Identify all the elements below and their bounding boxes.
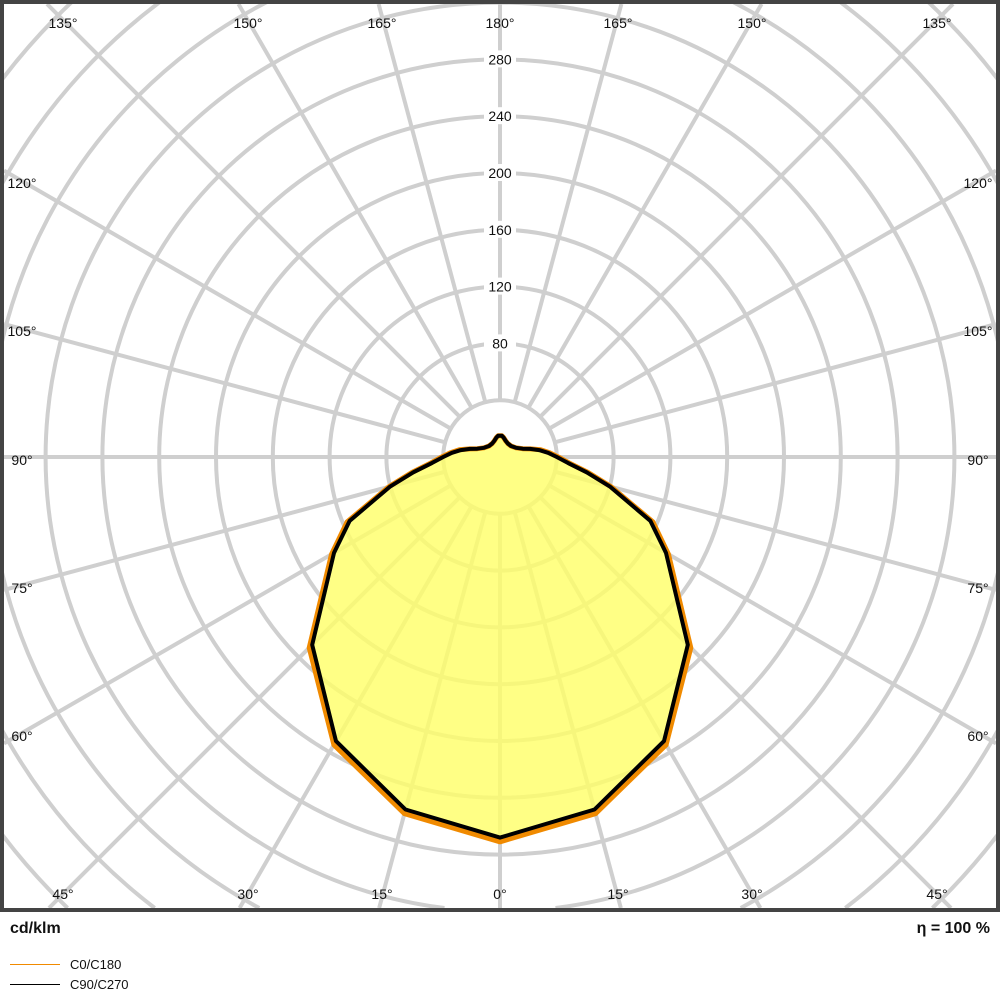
legend-swatch-c90 bbox=[10, 984, 60, 985]
angle-label-bottom: 45° bbox=[926, 886, 947, 902]
radial-tick-bg bbox=[484, 334, 516, 352]
angle-labels: 135° 150° 165° 180° 165° 150° 135° 45° 30° 15° 0° 1… bbox=[8, 15, 993, 902]
unit-label: cd/klm bbox=[10, 920, 61, 937]
efficiency-label: η = 100 % bbox=[916, 920, 990, 937]
angle-label-left: 60° bbox=[11, 728, 32, 744]
angle-label-bottom: 15° bbox=[607, 886, 628, 902]
angle-label-bottom: 0° bbox=[493, 886, 506, 902]
angle-label-left: 75° bbox=[11, 580, 32, 596]
grid-spoke bbox=[526, 4, 764, 409]
angle-label-left: 105° bbox=[8, 323, 37, 339]
grid-spoke bbox=[548, 168, 996, 431]
intensity-curves bbox=[306, 433, 694, 845]
angle-label-right: 90° bbox=[967, 452, 988, 468]
angle-label-top: 150° bbox=[234, 15, 263, 31]
radial-tick-bg bbox=[484, 220, 516, 238]
radial-tick-bg bbox=[484, 50, 516, 68]
grid-spoke bbox=[236, 4, 474, 409]
legend-item-c90: C90/C270 bbox=[10, 977, 129, 992]
radial-tick-bg bbox=[484, 277, 516, 295]
grid-spoke bbox=[4, 322, 446, 445]
angle-label-right: 75° bbox=[967, 580, 988, 596]
radial-tick-label: 200 bbox=[488, 165, 512, 181]
angle-label-top: 165° bbox=[604, 15, 633, 31]
angle-label-left: 120° bbox=[8, 175, 37, 191]
grid-spoke bbox=[4, 168, 452, 431]
radial-tick-bg bbox=[484, 107, 516, 125]
angle-label-top: 150° bbox=[738, 15, 767, 31]
angle-label-right: 120° bbox=[964, 175, 993, 191]
grid-spoke bbox=[512, 4, 624, 403]
angle-label-top: 135° bbox=[923, 15, 952, 31]
legend-swatch-c0 bbox=[10, 964, 60, 965]
radial-tick-labels: 80 120 160 200 240 280 bbox=[484, 50, 516, 352]
radial-tick-label: 160 bbox=[488, 222, 512, 238]
radial-tick-bg bbox=[484, 164, 516, 181]
angle-label-right: 105° bbox=[964, 323, 993, 339]
series-c0-c180 bbox=[306, 433, 694, 845]
legend-item-c0: C0/C180 bbox=[10, 957, 121, 972]
grid-spoke bbox=[376, 4, 488, 403]
angle-label-bottom: 45° bbox=[52, 886, 73, 902]
grid-spoke bbox=[554, 469, 996, 592]
angle-label-top: 165° bbox=[368, 15, 397, 31]
angle-label-top: 180° bbox=[486, 15, 515, 31]
grid-spoke bbox=[538, 4, 955, 419]
grid-spoke bbox=[4, 469, 446, 592]
plot-frame bbox=[0, 0, 1000, 912]
angle-label-bottom: 15° bbox=[371, 886, 392, 902]
radial-tick-label: 120 bbox=[488, 279, 512, 295]
grid-spoke bbox=[45, 4, 462, 419]
angle-label-left: 90° bbox=[11, 452, 32, 468]
angle-label-top: 135° bbox=[49, 15, 78, 31]
legend-label-c90: C90/C270 bbox=[70, 977, 129, 992]
legend-label-c0: C0/C180 bbox=[70, 957, 122, 972]
angle-label-bottom: 30° bbox=[237, 886, 258, 902]
grid-spoke bbox=[554, 322, 996, 445]
radial-tick-label: 240 bbox=[488, 108, 512, 124]
radial-tick-label: 80 bbox=[492, 335, 508, 351]
radial-tick-label: 280 bbox=[488, 51, 512, 67]
grid-ring bbox=[43, 4, 957, 908]
angle-label-bottom: 30° bbox=[741, 886, 762, 902]
series-c90-c270 bbox=[310, 433, 690, 840]
angle-label-right: 60° bbox=[967, 728, 988, 744]
